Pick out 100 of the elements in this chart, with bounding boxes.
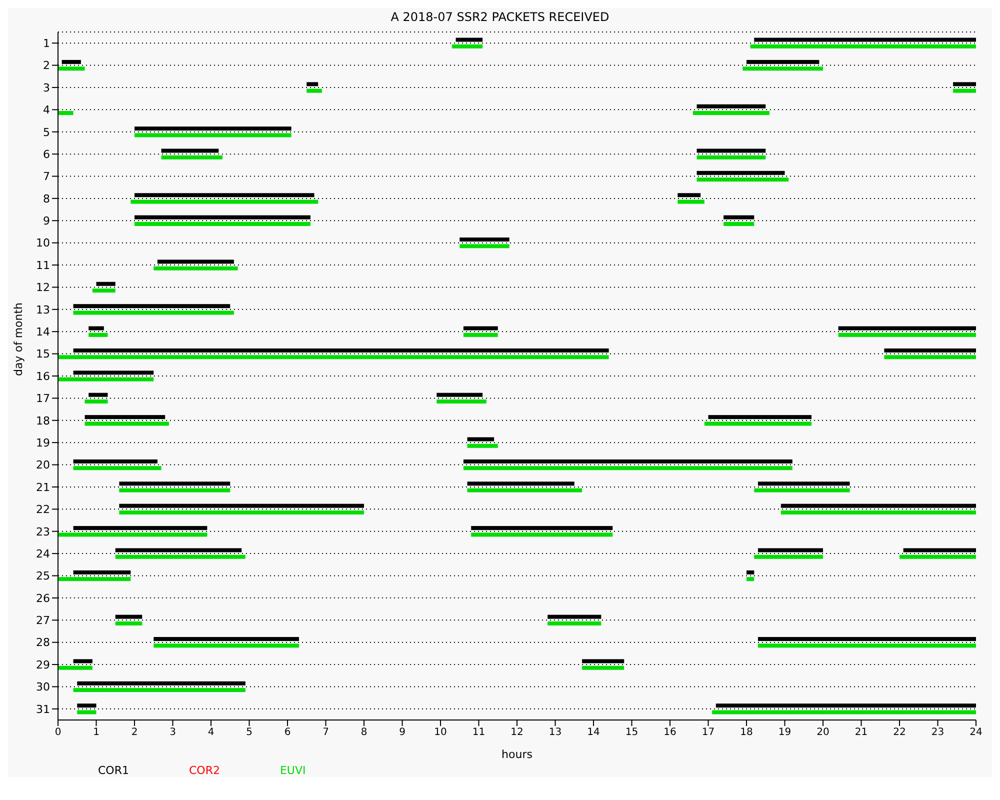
x-tick-label: 2 (131, 727, 138, 738)
bar (73, 466, 162, 470)
bar (953, 88, 976, 93)
x-tick-label: 11 (472, 727, 486, 738)
x-tick-label: 7 (322, 727, 329, 738)
bar (77, 710, 96, 714)
bar (467, 444, 498, 448)
bar (58, 577, 131, 582)
x-tick-label: 8 (360, 727, 368, 738)
bar (838, 332, 976, 337)
y-tick-label: 21 (36, 480, 50, 494)
bar (742, 66, 823, 71)
y-tick-label: 17 (36, 392, 50, 406)
bar (119, 488, 230, 492)
chart-title: A 2018-07 SSR2 PACKETS RECEIVED (390, 9, 610, 24)
y-tick-label: 19 (36, 436, 50, 450)
bar (582, 666, 624, 670)
x-tick-label: 15 (625, 727, 638, 738)
bar (692, 111, 770, 116)
bar (73, 688, 246, 692)
bar (460, 244, 510, 248)
x-tick-label: 16 (664, 727, 676, 738)
y-tick-label: 10 (36, 236, 50, 250)
bar (758, 644, 976, 648)
x-tick-label: 20 (816, 727, 830, 738)
x-tick-label: 10 (434, 727, 447, 738)
x-tick-label: 24 (970, 727, 982, 738)
bar (115, 621, 142, 626)
bar (712, 710, 976, 714)
x-tick-label: 0 (54, 727, 62, 738)
y-tick-label: 1 (43, 37, 50, 50)
x-tick-label: 19 (778, 727, 792, 738)
y-tick-label: 8 (43, 192, 50, 206)
bar (750, 44, 976, 48)
bar (84, 400, 108, 404)
bar (884, 355, 976, 360)
bar (696, 155, 766, 160)
bar (754, 554, 823, 559)
bar (754, 488, 850, 492)
bar (154, 266, 238, 270)
x-tick-label: 3 (170, 727, 176, 738)
x-tick-label: 5 (246, 727, 252, 738)
bar (452, 44, 483, 48)
bar (471, 532, 613, 537)
y-tick-label: 16 (36, 370, 50, 383)
bar (780, 510, 976, 514)
x-tick-label: 6 (284, 727, 291, 738)
y-tick-label: 4 (43, 104, 50, 117)
bar (678, 200, 704, 204)
y-tick-label: 26 (36, 592, 50, 605)
y-tick-label: 28 (36, 636, 50, 650)
bar (463, 466, 792, 470)
x-tick-label: 21 (854, 727, 868, 738)
y-tick-label: 20 (36, 458, 50, 472)
bar (58, 666, 92, 670)
bar (463, 332, 498, 337)
x-axis-title: hours (502, 748, 533, 761)
bar (58, 532, 208, 537)
x-tick-label: 17 (702, 727, 715, 738)
bar (134, 222, 310, 226)
bar (746, 577, 754, 582)
bar (467, 488, 582, 492)
x-tick-label: 9 (399, 727, 406, 738)
y-tick-label: 31 (36, 702, 50, 716)
y-tick-label: 2 (43, 59, 50, 72)
x-tick-label: 13 (548, 727, 562, 738)
bar (84, 422, 169, 426)
y-tick-label: 29 (36, 658, 50, 672)
y-tick-label: 30 (36, 680, 50, 694)
bar (548, 621, 602, 626)
bar (130, 200, 318, 204)
y-tick-label: 27 (36, 614, 50, 628)
bar (119, 510, 364, 514)
y-tick-label: 5 (43, 126, 50, 139)
bar (58, 355, 609, 360)
y-tick-label: 11 (36, 258, 50, 272)
x-tick-label: 4 (208, 727, 214, 738)
bar (696, 178, 789, 182)
y-tick-label: 15 (36, 348, 50, 361)
y-tick-label: 7 (43, 170, 50, 184)
text: COR1 (98, 764, 129, 777)
bar (724, 222, 754, 226)
y-tick-label: 9 (43, 214, 50, 228)
bar (161, 155, 222, 160)
x-tick-label: 12 (510, 727, 524, 738)
bar (58, 111, 74, 116)
bar (92, 288, 116, 293)
y-tick-label: 23 (36, 525, 50, 538)
x-tick-label: 22 (893, 727, 906, 738)
bar (73, 310, 234, 315)
x-tick-label: 1 (93, 727, 100, 738)
y-axis-title: day of month (12, 302, 25, 376)
bar (900, 554, 976, 559)
x-tick-label: 14 (587, 727, 600, 738)
y-tick-label: 13 (36, 303, 50, 316)
bar (58, 66, 85, 71)
bar (115, 554, 246, 559)
y-tick-label: 14 (36, 326, 50, 339)
y-tick-label: 25 (36, 570, 50, 583)
y-tick-label: 3 (43, 81, 50, 94)
